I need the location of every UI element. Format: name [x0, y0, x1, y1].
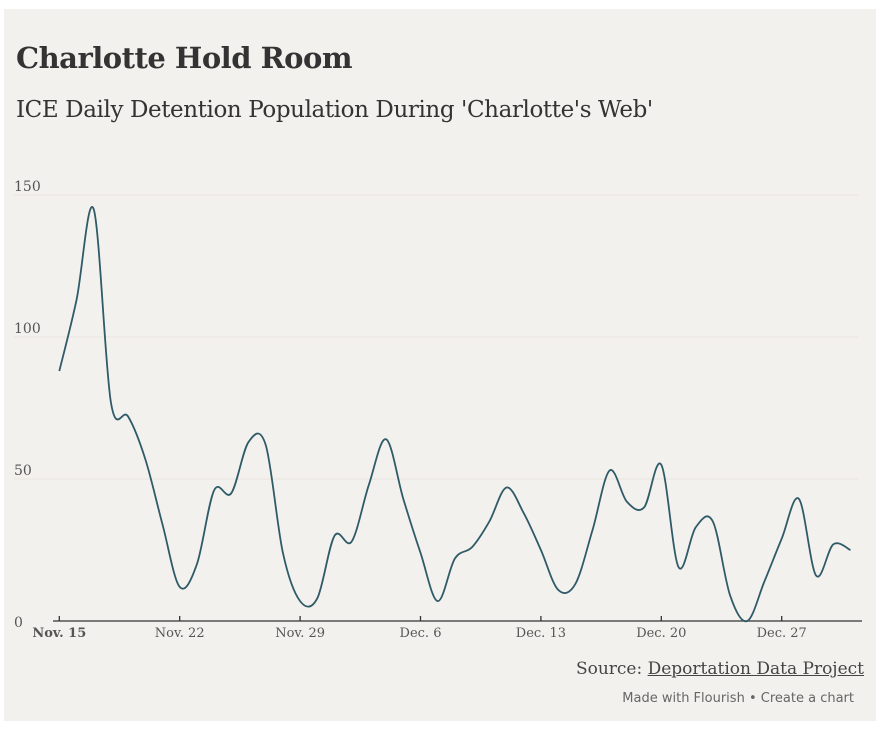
x-tick-label: Dec. 13 — [516, 626, 566, 641]
chart-card: Charlotte Hold Room ICE Daily Detention … — [4, 9, 876, 721]
separator: • — [748, 691, 757, 706]
series-line — [58, 205, 851, 623]
x-tick-label: Dec. 27 — [757, 626, 807, 641]
source-note: Source: Deportation Data Project — [576, 659, 864, 679]
x-tick-label: Nov. 15 — [32, 626, 86, 641]
flourish-credit: Made with Flourish • Create a chart — [622, 691, 854, 706]
y-tick-label: 100 — [14, 321, 41, 337]
source-label: Source: — [575, 659, 643, 679]
chart-subtitle: ICE Daily Detention Population During 'C… — [16, 97, 653, 123]
create-chart-link[interactable]: Create a chart — [760, 691, 854, 706]
chart-title: Charlotte Hold Room — [16, 41, 353, 75]
x-tick-label: Nov. 22 — [155, 626, 205, 641]
x-tick-label: Nov. 29 — [275, 626, 325, 641]
y-tick-label: 150 — [14, 179, 41, 195]
x-tick-label: Dec. 20 — [636, 626, 686, 641]
made-with-flourish-link[interactable]: Made with Flourish — [622, 691, 745, 706]
source-link[interactable]: Deportation Data Project — [647, 659, 864, 679]
y-tick-label: 0 — [14, 615, 23, 631]
y-tick-label: 50 — [14, 463, 32, 479]
x-tick-label: Dec. 6 — [400, 626, 442, 641]
